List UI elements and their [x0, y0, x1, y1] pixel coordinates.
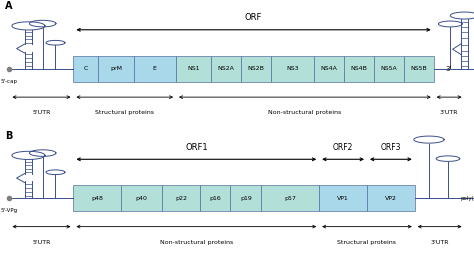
Bar — [200, 185, 230, 211]
Bar — [121, 185, 162, 211]
Text: NS5B: NS5B — [410, 66, 427, 71]
Text: p19: p19 — [240, 196, 252, 201]
Text: 5'UTR: 5'UTR — [32, 240, 51, 244]
Text: p16: p16 — [209, 196, 221, 201]
Text: p22: p22 — [175, 196, 187, 201]
Text: ORF3: ORF3 — [381, 142, 401, 152]
Text: 3'UTR: 3'UTR — [440, 110, 458, 115]
Text: Structural proteins: Structural proteins — [337, 240, 396, 244]
Text: 5'-cap: 5'-cap — [1, 79, 18, 84]
Text: NS4B: NS4B — [350, 66, 367, 71]
Text: NS4A: NS4A — [320, 66, 337, 71]
Text: prM: prM — [110, 66, 122, 71]
Bar — [271, 56, 314, 82]
Text: 3': 3' — [446, 66, 452, 72]
Text: NS3: NS3 — [286, 66, 299, 71]
Bar — [319, 185, 367, 211]
Bar — [99, 56, 134, 82]
Text: ORF: ORF — [245, 13, 262, 22]
Text: p57: p57 — [284, 196, 296, 201]
Text: E: E — [153, 66, 157, 71]
Bar — [134, 56, 176, 82]
Text: C: C — [84, 66, 88, 71]
Bar — [314, 56, 344, 82]
Text: A: A — [5, 1, 12, 11]
Bar — [176, 56, 211, 82]
Bar — [162, 185, 200, 211]
Text: ORF1: ORF1 — [185, 142, 208, 152]
Text: NS2B: NS2B — [247, 66, 264, 71]
Bar — [73, 185, 121, 211]
Text: Non-structural proteins: Non-structural proteins — [268, 110, 341, 115]
Bar — [344, 56, 374, 82]
Text: B: B — [5, 131, 12, 141]
Text: 3'UTR: 3'UTR — [430, 240, 449, 244]
Text: 5'-VPg: 5'-VPg — [1, 208, 18, 213]
Text: Non-structural proteins: Non-structural proteins — [160, 240, 233, 244]
Text: p48: p48 — [91, 196, 103, 201]
Bar — [241, 56, 271, 82]
Bar — [211, 56, 241, 82]
Bar — [374, 56, 404, 82]
Text: ORF2: ORF2 — [333, 142, 353, 152]
Text: poly(A)-3': poly(A)-3' — [461, 196, 474, 201]
Text: NS5A: NS5A — [380, 66, 397, 71]
Text: p40: p40 — [136, 196, 148, 201]
Text: NS1: NS1 — [187, 66, 200, 71]
Bar — [230, 185, 261, 211]
Bar — [404, 56, 434, 82]
Text: NS2A: NS2A — [218, 66, 235, 71]
Bar — [73, 56, 99, 82]
Text: VP2: VP2 — [385, 196, 397, 201]
Text: Structural proteins: Structural proteins — [95, 110, 154, 115]
Bar — [367, 185, 415, 211]
Text: VP1: VP1 — [337, 196, 349, 201]
Text: 5'UTR: 5'UTR — [32, 110, 51, 115]
Bar — [261, 185, 319, 211]
